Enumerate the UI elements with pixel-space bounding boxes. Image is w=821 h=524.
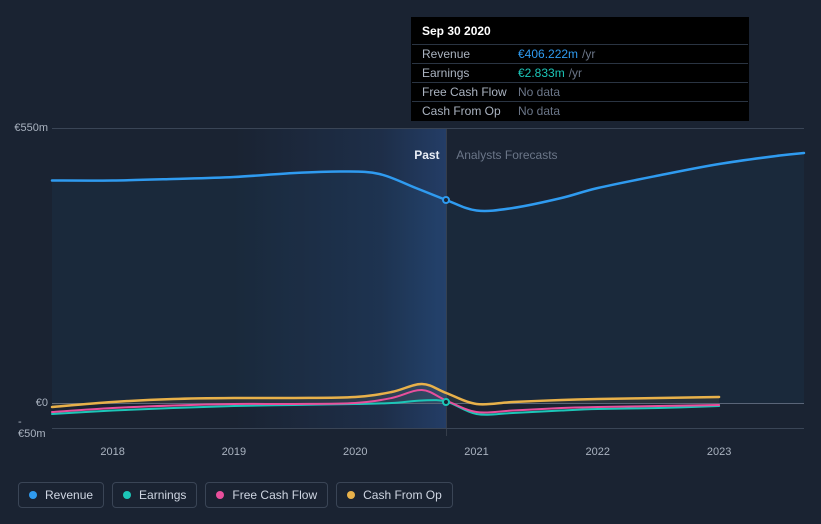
legend-label: Earnings — [139, 488, 186, 502]
tooltip-metric-suffix: /yr — [582, 47, 595, 61]
marker-earnings — [442, 398, 450, 406]
y-axis-label: €550m — [14, 122, 48, 134]
x-axis-label: 2019 — [222, 446, 246, 458]
marker-revenue — [442, 196, 450, 204]
x-axis-label: 2023 — [707, 446, 731, 458]
chart-legend: Revenue Earnings Free Cash Flow Cash From O… — [18, 482, 453, 508]
y-axis-label: -€50m — [18, 416, 48, 440]
x-axis-label: 2021 — [464, 446, 488, 458]
tooltip-metric-suffix: /yr — [569, 66, 582, 80]
legend-label: Revenue — [45, 488, 93, 502]
tooltip-row: Revenue€406.222m/yr — [412, 45, 748, 64]
tooltip-metric-label: Free Cash Flow — [422, 85, 518, 99]
tooltip-metric-label: Earnings — [422, 66, 518, 80]
legend-item-revenue[interactable]: Revenue — [18, 482, 104, 508]
legend-item-earnings[interactable]: Earnings — [112, 482, 197, 508]
legend-item-cash_from_op[interactable]: Cash From Op — [336, 482, 453, 508]
legend-label: Cash From Op — [363, 488, 442, 502]
legend-dot-icon — [29, 491, 37, 499]
y-axis-label: €0 — [36, 397, 48, 409]
x-axis-label: 2018 — [100, 446, 124, 458]
tooltip-metric-label: Revenue — [422, 47, 518, 61]
x-axis-label: 2022 — [586, 446, 610, 458]
legend-item-free_cash_flow[interactable]: Free Cash Flow — [205, 482, 328, 508]
tooltip-metric-value: No data — [518, 85, 560, 99]
tooltip-row: Cash From OpNo data — [412, 102, 748, 120]
tooltip-metric-value: €2.833m — [518, 66, 565, 80]
legend-dot-icon — [347, 491, 355, 499]
series-fill-revenue — [52, 153, 804, 403]
legend-dot-icon — [123, 491, 131, 499]
tooltip-row: Free Cash FlowNo data — [412, 83, 748, 102]
tooltip-metric-value: €406.222m — [518, 47, 578, 61]
x-axis-label: 2020 — [343, 446, 367, 458]
legend-label: Free Cash Flow — [232, 488, 317, 502]
tooltip-row: Earnings€2.833m/yr — [412, 64, 748, 83]
data-tooltip: Sep 30 2020 Revenue€406.222m/yrEarnings€… — [411, 17, 749, 121]
tooltip-metric-value: No data — [518, 104, 560, 118]
tooltip-date: Sep 30 2020 — [412, 18, 748, 45]
chart-lines — [52, 128, 804, 440]
tooltip-metric-label: Cash From Op — [422, 104, 518, 118]
legend-dot-icon — [216, 491, 224, 499]
